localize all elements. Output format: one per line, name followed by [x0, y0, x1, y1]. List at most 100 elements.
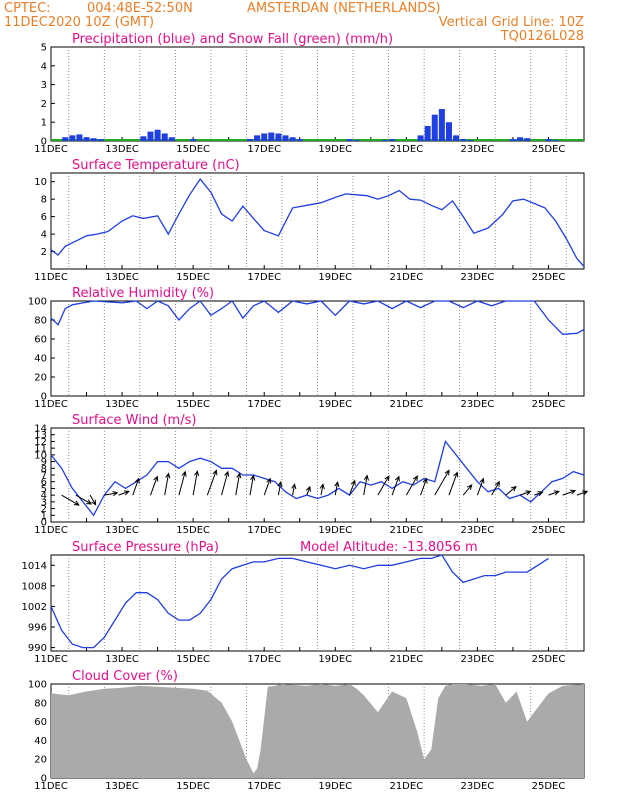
x-tick-label: 17DEC: [247, 272, 281, 283]
precip-bar: [389, 139, 396, 141]
precip-bar: [161, 133, 168, 141]
temperature-panel: 2 4 6 8 10 11DEC 13DEC 15DEC 17DEC 19DEC 21DEC 23DE…: [34, 158, 585, 283]
wind-arrow: [164, 472, 171, 496]
precip-bar: [261, 133, 268, 141]
precip-bar: [254, 135, 261, 141]
x-tick-label: 25DEC: [532, 272, 566, 283]
x-tick-label: 21DEC: [389, 654, 423, 665]
x-tick-label: 15DEC: [176, 654, 210, 665]
wind-arrow: [150, 475, 159, 496]
y-tick-label: 40: [34, 354, 47, 365]
y-tick-label: 60: [34, 335, 47, 346]
precip-bar: [168, 137, 175, 141]
wind-arrow: [576, 490, 589, 496]
x-tick-label: 19DEC: [318, 272, 352, 283]
panel-annotation: Model Altitude: -13.8056 m: [300, 540, 478, 555]
series-line: [50, 300, 585, 335]
panel-title: Relative Humidity (%): [72, 286, 214, 301]
y-tick-label: 1: [41, 511, 47, 522]
precip-bar: [140, 136, 147, 141]
precip-bar: [382, 140, 389, 141]
y-tick-label: 4: [41, 61, 47, 72]
x-tick-label: 21DEC: [389, 781, 423, 792]
precip-bar: [296, 139, 303, 141]
x-tick-label: 15DEC: [176, 399, 210, 410]
x-tick-label: 17DEC: [247, 144, 281, 155]
y-tick-label: 14: [34, 424, 47, 435]
y-tick-label: 1: [41, 118, 47, 129]
x-tick-label: 19DEC: [318, 525, 352, 536]
wind-arrow: [221, 470, 230, 496]
precip-bar: [417, 135, 424, 141]
wind-arrow: [75, 494, 93, 505]
header-location: 004:48E-52:50N: [87, 1, 193, 16]
precip-bar: [83, 137, 90, 141]
wind-arrow: [118, 490, 130, 496]
y-tick-label: 20: [34, 373, 47, 384]
header-grid-note: Vertical Grid Line: 10Z: [439, 15, 584, 30]
wind-arrow: [192, 470, 200, 496]
precip-bar: [438, 109, 445, 141]
wind-arrow: [491, 480, 500, 496]
precip-bar: [445, 122, 452, 141]
x-tick-label: 11DEC: [34, 781, 68, 792]
x-tick-label: 25DEC: [532, 525, 566, 536]
wind-arrow: [104, 491, 119, 497]
precip-bar: [353, 140, 360, 141]
wind-arrow: [178, 470, 187, 496]
x-tick-label: 23DEC: [461, 654, 495, 665]
x-tick-label: 25DEC: [532, 399, 566, 410]
panel-title: Cloud Cover (%): [72, 669, 178, 684]
precip-bar: [154, 129, 161, 141]
x-tick-label: 21DEC: [389, 144, 423, 155]
cloud-area: [51, 684, 584, 778]
x-tick-label: 13DEC: [105, 144, 139, 155]
wind-arrow: [377, 475, 390, 496]
precip-bar: [97, 139, 104, 141]
x-tick-label: 15DEC: [176, 781, 210, 792]
precip-bar: [282, 135, 289, 141]
precip-bar: [246, 139, 253, 141]
x-tick-label: 21DEC: [389, 272, 423, 283]
precip-bar: [517, 137, 524, 141]
panel-title: Surface Wind (m/s): [72, 413, 196, 428]
y-tick-label: 0: [41, 392, 47, 403]
wind-arrow: [61, 494, 80, 506]
header: CPTEC: 004:48E-52:50N AMSTERDAN (NETHERL…: [4, 1, 584, 44]
x-tick-label: 13DEC: [105, 272, 139, 283]
y-tick-label: 5: [41, 43, 47, 54]
x-tick-label: 25DEC: [532, 654, 566, 665]
y-tick-label: 0: [41, 137, 47, 148]
plot-frame: [50, 46, 585, 142]
y-tick-label: 1002: [22, 602, 47, 613]
precip-bar: [62, 137, 69, 141]
y-tick-label: 13: [34, 430, 47, 441]
cloud-panel: 0 20 40 60 80 100 11DEC 13DEC 15DEC 17DEC 19DEC 21D…: [28, 669, 585, 792]
x-tick-label: 25DEC: [532, 144, 566, 155]
wind-arrow: [534, 491, 544, 497]
wind-arrow: [434, 469, 450, 496]
precip-bar: [453, 135, 460, 141]
y-tick-label: 1014: [22, 561, 47, 572]
precip-bar: [545, 139, 552, 141]
wind-arrow: [291, 483, 297, 496]
y-tick-label: 80: [34, 698, 47, 709]
x-tick-label: 23DEC: [461, 144, 495, 155]
wind-arrow: [391, 475, 400, 496]
y-tick-label: 8: [41, 464, 47, 475]
series-line: [50, 554, 549, 649]
y-tick-label: 0: [41, 518, 47, 529]
header-code: TQ0126L028: [500, 29, 584, 44]
y-tick-label: 2: [41, 247, 47, 258]
wind-arrow: [519, 490, 532, 496]
wind-arrow: [206, 469, 218, 496]
x-tick-label: 23DEC: [461, 399, 495, 410]
y-tick-label: 10: [34, 177, 47, 188]
wind-arrow: [263, 477, 272, 496]
plot-frame: [50, 300, 585, 397]
wind-arrow: [132, 477, 140, 496]
x-tick-label: 23DEC: [461, 781, 495, 792]
precip-bar: [190, 139, 197, 141]
